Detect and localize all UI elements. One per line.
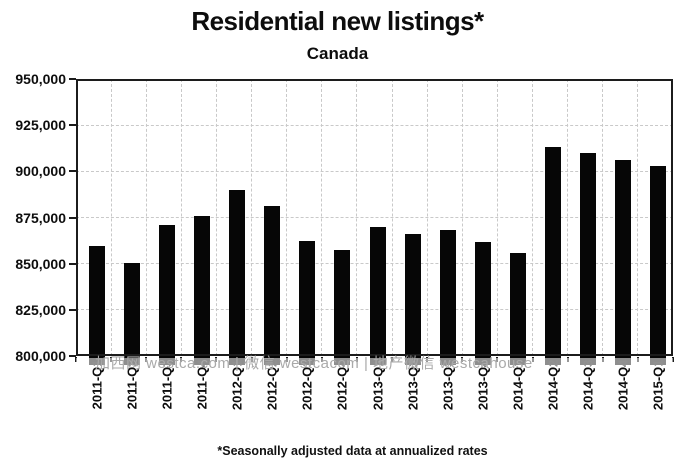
- bar-2015-Q1: [650, 165, 667, 365]
- x-gridline: [321, 79, 323, 356]
- x-gridline: [251, 79, 253, 356]
- watermark-text: 加西网 westca.com | 微信 westcacom | 地产微信 wes…: [95, 355, 533, 372]
- bar-2012-Q4: [334, 249, 351, 365]
- x-gridline: [145, 79, 147, 356]
- watermark-band: [76, 358, 673, 366]
- y-axis-tick-label: 900,000: [15, 163, 66, 180]
- x-gridline: [356, 79, 358, 356]
- x-axis-tick-label: 2014-Q4: [615, 359, 631, 411]
- bar-2012-Q3: [299, 240, 316, 365]
- x-gridline: [532, 79, 534, 356]
- bar-2013-Q3: [439, 230, 456, 365]
- y-axis-tick-mark: [69, 355, 76, 357]
- x-gridline: [496, 79, 498, 356]
- x-gridline: [391, 79, 393, 356]
- x-axis-tick-mark: [672, 357, 674, 362]
- x-gridline: [637, 79, 639, 356]
- bar-2011-Q4: [193, 215, 210, 365]
- bar-2014-Q4: [615, 160, 632, 365]
- chart-title: Residential new listings*: [191, 6, 484, 36]
- y-axis-tick-mark: [69, 308, 76, 311]
- bar-2012-Q2: [264, 206, 281, 365]
- bar-2011-Q1: [88, 246, 105, 365]
- x-axis-tick-label: 2014-Q3: [580, 359, 596, 411]
- y-axis-tick-label: 800,000: [15, 348, 66, 364]
- bar-2014-Q1: [509, 252, 526, 365]
- bar-2012-Q1: [229, 189, 246, 365]
- x-gridline: [286, 79, 288, 356]
- bar-2013-Q4: [474, 241, 491, 365]
- y-axis-tick-label: 950,000: [15, 71, 66, 87]
- y-axis-tick-label: 850,000: [15, 255, 66, 272]
- bar-2011-Q2: [123, 262, 140, 365]
- y-gridline: [76, 170, 673, 172]
- y-axis-tick-mark: [69, 124, 76, 127]
- x-axis-tick-label: 2014-Q2: [545, 359, 561, 411]
- bar-2011-Q3: [158, 224, 175, 365]
- bar-2013-Q1: [369, 226, 386, 365]
- x-gridline: [215, 79, 217, 356]
- y-axis-tick-mark: [69, 170, 76, 173]
- x-gridline: [602, 79, 604, 356]
- x-axis-tick-label: 2015-Q1: [650, 359, 666, 411]
- y-axis-tick-label: 875,000: [15, 209, 66, 226]
- bar-2014-Q2: [545, 147, 562, 365]
- y-axis-tick-mark: [69, 262, 76, 265]
- x-gridline: [110, 79, 112, 356]
- y-axis-tick-mark: [69, 78, 76, 80]
- y-axis-tick-label: 925,000: [15, 117, 66, 134]
- y-axis-tick-label: 825,000: [15, 301, 66, 318]
- x-gridline: [567, 79, 569, 356]
- chart-subtitle: Canada: [306, 44, 369, 63]
- y-gridline: [76, 217, 673, 218]
- x-gridline: [461, 79, 463, 356]
- y-gridline: [76, 124, 673, 126]
- chart-footnote: *Seasonally adjusted data at annualized …: [217, 444, 488, 458]
- x-gridline: [426, 79, 428, 356]
- x-gridline: [180, 79, 182, 356]
- bar-2014-Q3: [580, 152, 597, 365]
- bar-2013-Q2: [404, 234, 421, 365]
- y-axis-tick-mark: [69, 216, 76, 219]
